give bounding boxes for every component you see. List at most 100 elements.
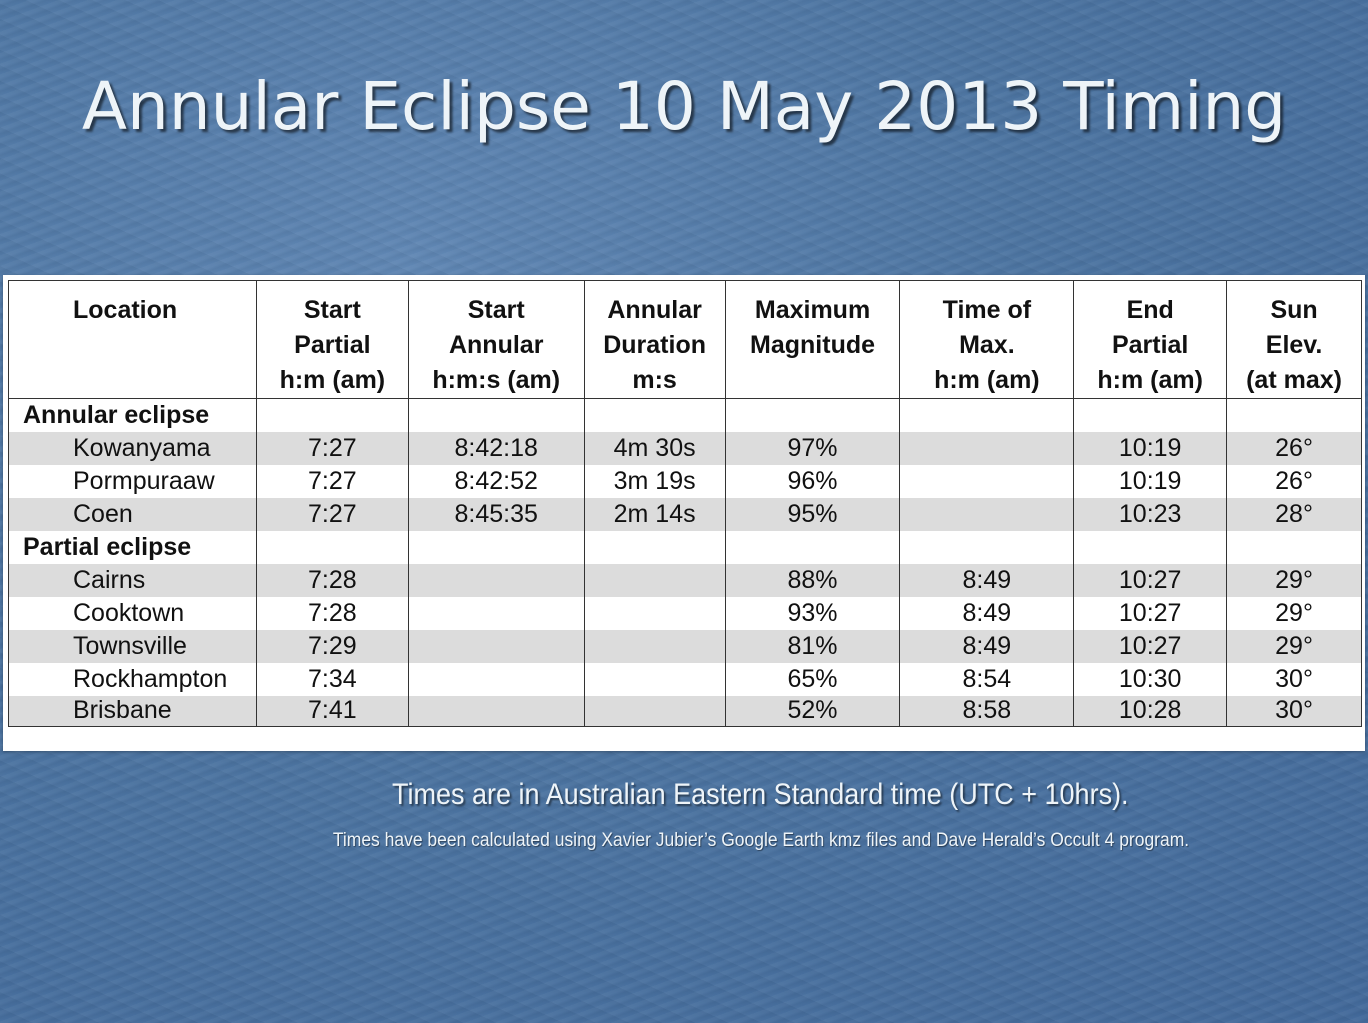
table-cell: 10:30	[1073, 663, 1228, 696]
table-cell: 29°	[1226, 564, 1362, 597]
table-row: Coen 7:27 8:45:35 2m 14s 95% 10:23 28°	[8, 498, 1362, 531]
table-cell	[583, 597, 726, 630]
table-cell: 26°	[1226, 465, 1362, 498]
table-cell: 93%	[724, 597, 901, 630]
header-line: Time of	[942, 296, 1032, 324]
table-cell: 2m 14s	[583, 498, 726, 531]
table-cell: 52%	[724, 696, 901, 727]
table-cell-location: Kowanyama	[8, 432, 257, 465]
table-cell: 96%	[724, 465, 901, 498]
timing-table-panel: Location Start Partial h:m (am) Start An…	[3, 275, 1365, 751]
column-header-location: Location	[8, 280, 257, 399]
column-header-start-partial: Start Partial h:m (am)	[255, 280, 409, 399]
table-row: Cooktown 7:28 93% 8:49 10:27 29°	[8, 597, 1362, 630]
table-cell: 97%	[724, 432, 901, 465]
column-header-time-of-max: Time of Max. h:m (am)	[899, 280, 1075, 399]
table-cell: 88%	[724, 564, 901, 597]
column-header-end-partial: End Partial h:m (am)	[1073, 280, 1228, 399]
table-cell: 10:23	[1073, 498, 1228, 531]
table-cell: 10:27	[1073, 597, 1228, 630]
table-cell: 3m 19s	[583, 465, 726, 498]
table-cell: 8:45:35	[407, 498, 585, 531]
table-cell: 10:28	[1073, 696, 1228, 727]
header-line: h:m:s (am)	[432, 366, 561, 394]
table-row: Townsville 7:29 81% 8:49 10:27 29°	[8, 630, 1362, 663]
table-cell-location: Pormpuraaw	[8, 465, 257, 498]
source-note: Times have been calculated using Xavier …	[332, 830, 1190, 851]
column-header-start-annular: Start Annular h:m:s (am)	[407, 280, 585, 399]
header-line: Partial	[1111, 331, 1189, 359]
table-cell: 8:49	[899, 597, 1075, 630]
section-label: Partial eclipse	[8, 531, 257, 564]
header-line: Max.	[959, 331, 1015, 359]
table-cell: 28°	[1226, 498, 1362, 531]
column-header-maximum-magnitude: Maximum Magnitude	[724, 280, 901, 399]
table-cell: 26°	[1226, 432, 1362, 465]
header-line: Partial	[294, 331, 371, 359]
section-label: Annular eclipse	[8, 398, 257, 432]
table-cell: 8:42:18	[407, 432, 585, 465]
header-line: Start	[303, 296, 361, 324]
table-cell: 10:19	[1073, 432, 1228, 465]
table-cell	[407, 696, 585, 727]
table-cell: 7:28	[255, 564, 409, 597]
header-line: h:m (am)	[934, 366, 1040, 394]
table-cell	[407, 663, 585, 696]
header-line: Annular	[448, 331, 544, 359]
table-cell: 29°	[1226, 597, 1362, 630]
table-cell: 7:27	[255, 498, 409, 531]
column-header-annular-duration: Annular Duration m:s	[583, 280, 726, 399]
table-cell	[407, 597, 585, 630]
table-cell: 95%	[724, 498, 901, 531]
timezone-note: Times are in Australian Eastern Standard…	[392, 778, 1129, 811]
table-row: Cairns 7:28 88% 8:49 10:27 29°	[8, 564, 1362, 597]
table-cell-location: Coen	[8, 498, 257, 531]
header-line: m:s	[632, 366, 677, 394]
header-line: Elev.	[1265, 331, 1323, 359]
header-line: Sun	[1270, 296, 1318, 324]
table-cell	[407, 564, 585, 597]
table-cell: 7:27	[255, 465, 409, 498]
header-line: Duration	[603, 331, 706, 359]
table-cell: 10:27	[1073, 630, 1228, 663]
table-cell	[583, 630, 726, 663]
table-cell: 7:28	[255, 597, 409, 630]
table-cell-location: Brisbane	[8, 696, 257, 727]
column-header-sun-elevation: Sun Elev. (at max)	[1226, 280, 1362, 399]
header-line: Start	[467, 296, 525, 324]
table-cell	[583, 663, 726, 696]
slide-title: Annular Eclipse 10 May 2013 Timing	[81, 68, 1287, 145]
header-line: h:m (am)	[1097, 366, 1203, 394]
header-line: (at max)	[1246, 366, 1342, 394]
table-cell	[407, 630, 585, 663]
table-cell-location: Cooktown	[8, 597, 257, 630]
table-cell-location: Rockhampton	[8, 663, 257, 696]
table-cell-location: Cairns	[8, 564, 257, 597]
table-cell: 8:49	[899, 630, 1075, 663]
table-cell	[583, 564, 726, 597]
header-line: End	[1126, 296, 1174, 324]
table-cell-location: Townsville	[8, 630, 257, 663]
table-row: Rockhampton 7:34 65% 8:54 10:30 30°	[8, 663, 1362, 696]
table-cell: 29°	[1226, 630, 1362, 663]
table-cell: 7:41	[255, 696, 409, 727]
table-cell: 10:27	[1073, 564, 1228, 597]
section-row-annular-eclipse: Annular eclipse	[8, 398, 1362, 432]
table-cell: 65%	[724, 663, 901, 696]
table-cell: 7:29	[255, 630, 409, 663]
table-cell: 81%	[724, 630, 901, 663]
table-cell	[583, 696, 726, 727]
table-cell: 4m 30s	[583, 432, 726, 465]
header-line: Maximum	[754, 296, 871, 324]
table-cell: 8:49	[899, 564, 1075, 597]
table-cell	[899, 465, 1075, 498]
table-cell	[899, 432, 1075, 465]
table-row: Kowanyama 7:27 8:42:18 4m 30s 97% 10:19 …	[8, 432, 1362, 465]
section-row-partial-eclipse: Partial eclipse	[8, 531, 1362, 564]
header-line: Annular	[607, 296, 702, 324]
table-cell: 8:58	[899, 696, 1075, 727]
table-cell: 30°	[1226, 696, 1362, 727]
table-row: Brisbane 7:41 52% 8:58 10:28 30°	[8, 696, 1362, 727]
table-row: Pormpuraaw 7:27 8:42:52 3m 19s 96% 10:19…	[8, 465, 1362, 498]
eclipse-timing-table: Location Start Partial h:m (am) Start An…	[8, 280, 1362, 727]
